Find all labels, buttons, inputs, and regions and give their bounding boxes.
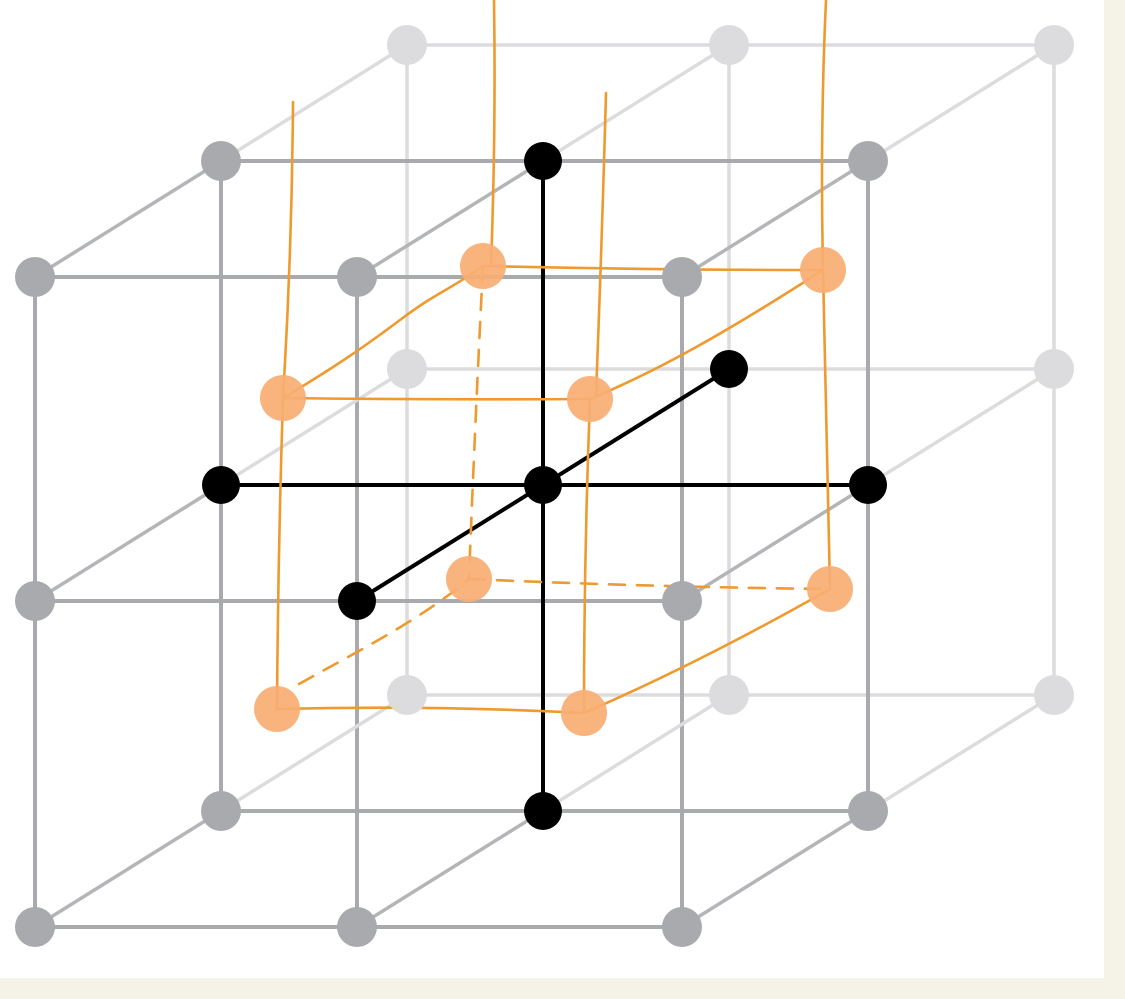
highlight-node <box>800 247 846 293</box>
highlight-edge <box>281 264 485 400</box>
depth-line <box>219 367 409 487</box>
depth-line <box>866 693 1056 813</box>
depth-line <box>680 159 870 279</box>
depth-line <box>866 367 1056 487</box>
highlight-node <box>446 556 492 602</box>
lattice-node <box>15 257 55 297</box>
axis-node <box>524 142 562 180</box>
lattice-node <box>15 907 55 947</box>
depth-line <box>355 159 545 279</box>
hidden-edge <box>297 577 471 686</box>
highlight-node <box>254 686 300 732</box>
highlight-edge <box>821 268 832 591</box>
axis-node <box>338 582 376 620</box>
depth-line <box>33 159 223 279</box>
depth-line <box>541 693 731 813</box>
depth-line <box>355 809 545 929</box>
depth-line <box>219 693 409 813</box>
highlight-node <box>460 243 506 289</box>
highlight-edge <box>582 587 832 715</box>
lattice-node <box>201 141 241 181</box>
highlight-node <box>561 690 607 736</box>
lattice-node <box>387 349 427 389</box>
highlight-tail <box>594 91 608 397</box>
depth-line <box>680 483 870 603</box>
hidden-edge <box>467 264 485 581</box>
lattice-node <box>337 907 377 947</box>
lattice-node <box>662 257 702 297</box>
lattice-node <box>848 141 888 181</box>
lattice-nodes <box>15 25 1074 947</box>
lattice-node <box>1034 349 1074 389</box>
highlight-edge <box>588 268 825 401</box>
depth-line <box>219 43 409 163</box>
lattice-node <box>709 25 749 65</box>
highlight-edge <box>281 396 592 401</box>
axis-node <box>849 466 887 504</box>
axis-node <box>202 466 240 504</box>
lattice-node <box>848 791 888 831</box>
lattice-node <box>662 581 702 621</box>
highlight-node <box>807 566 853 612</box>
lattice-node <box>1034 25 1074 65</box>
highlight-tail <box>820 0 828 272</box>
depth-line <box>680 809 870 929</box>
highlight-node <box>260 375 306 421</box>
lattice-node <box>15 581 55 621</box>
depth-line <box>33 809 223 929</box>
lattice-node <box>337 257 377 297</box>
lattice-node <box>201 791 241 831</box>
axis-node <box>524 466 562 504</box>
highlight-edge <box>582 397 592 715</box>
lattice-node <box>662 907 702 947</box>
highlight-tail <box>281 100 295 400</box>
highlight-node <box>567 376 613 422</box>
hidden-edge <box>467 577 832 591</box>
lattice-node <box>387 25 427 65</box>
lattice-node <box>709 675 749 715</box>
depth-links <box>33 43 1056 929</box>
depth-line <box>33 483 223 603</box>
highlight-edge <box>275 706 586 715</box>
depth-line <box>541 43 731 163</box>
lattice-node <box>387 675 427 715</box>
depth-line <box>866 43 1056 163</box>
highlight-edge <box>481 264 825 272</box>
highlight-edge <box>275 396 285 711</box>
lattice-node <box>1034 675 1074 715</box>
highlighted-cube <box>254 0 853 736</box>
axis-node <box>710 350 748 388</box>
highlight-tail <box>489 0 496 268</box>
axis-node <box>524 792 562 830</box>
